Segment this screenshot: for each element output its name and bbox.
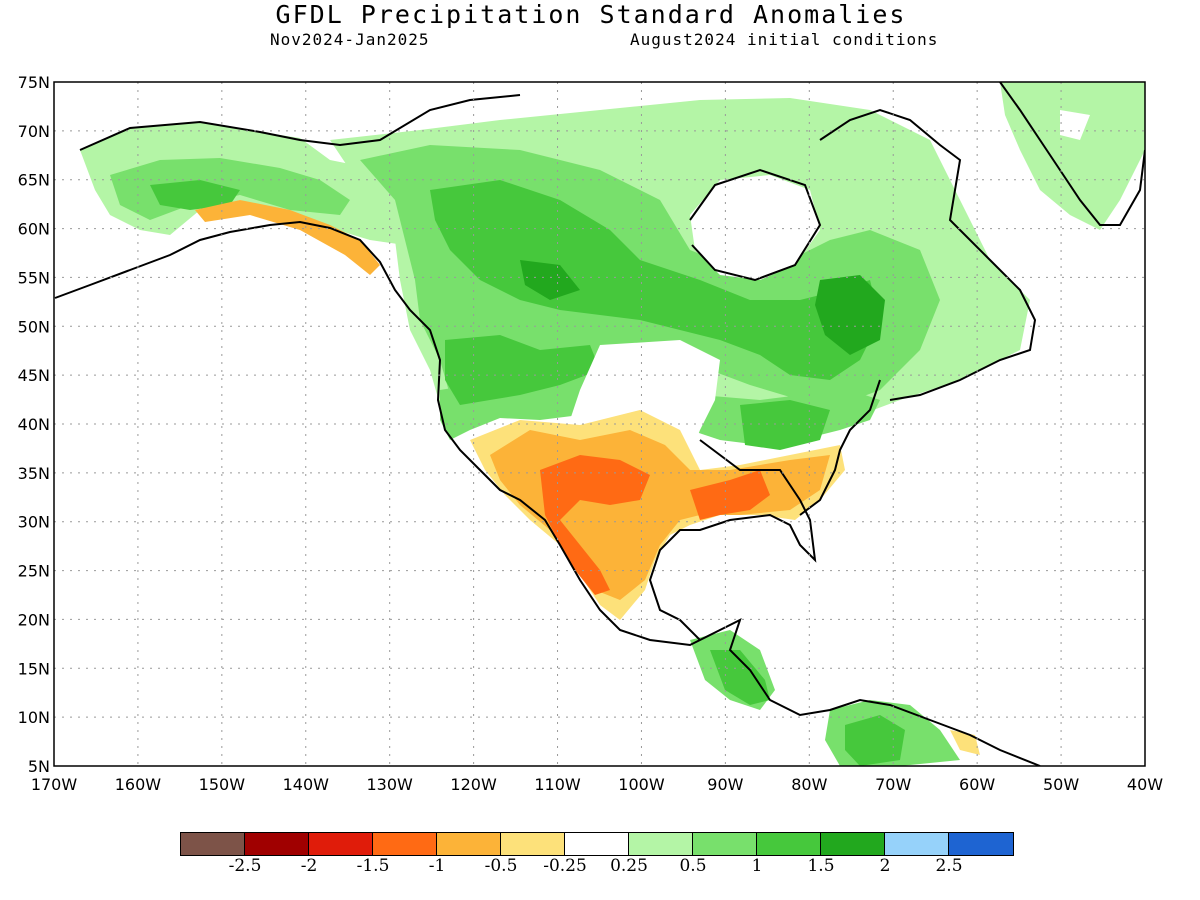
legend-label: 1.5 xyxy=(807,856,835,876)
latitude-labels: 75N 70N 65N 60N 55N 50N 45N 40N 35N 30N 25N 20N 15N 1… xyxy=(18,73,50,776)
lon-tick-label: 80W xyxy=(791,775,827,794)
subtitle-initial-conditions: August2024 initial conditions xyxy=(630,30,939,49)
lat-lon-gridlines xyxy=(54,82,1145,766)
legend-label: 2.5 xyxy=(935,856,963,876)
lat-tick-label: 20N xyxy=(18,610,50,629)
lon-tick-label: 90W xyxy=(707,775,743,794)
legend-labels: -2.5 -2 -1.5 -1 -0.5 -0.25 0.25 0.5 1 1.5 2 2.5 xyxy=(180,856,1020,880)
legend-label: -2.5 xyxy=(228,856,262,876)
chart-title: GFDL Precipitation Standard Anomalies xyxy=(275,0,907,29)
lat-tick-label: 25N xyxy=(18,562,50,581)
lat-tick-label: 15N xyxy=(18,659,50,678)
lat-tick-label: 60N xyxy=(18,220,50,239)
legend-label: 1 xyxy=(751,856,763,876)
color-legend xyxy=(180,832,1014,856)
coastlines xyxy=(54,82,1145,766)
legend-label: -1 xyxy=(428,856,446,876)
legend-color-box xyxy=(309,833,373,855)
lat-tick-label: 35N xyxy=(18,464,50,483)
lon-tick-label: 40W xyxy=(1127,775,1163,794)
lat-tick-label: 45N xyxy=(18,366,50,385)
legend-color-box xyxy=(373,833,437,855)
lon-tick-label: 170W xyxy=(31,775,78,794)
legend-label: -2 xyxy=(300,856,318,876)
legend-label: 2 xyxy=(879,856,891,876)
lat-tick-label: 75N xyxy=(18,73,50,92)
lon-tick-label: 150W xyxy=(199,775,246,794)
legend-color-box xyxy=(245,833,309,855)
legend-color-box xyxy=(501,833,565,855)
lat-tick-label: 10N xyxy=(18,708,50,727)
lat-tick-label: 50N xyxy=(18,317,50,336)
legend-color-box xyxy=(757,833,821,855)
lon-tick-label: 120W xyxy=(450,775,497,794)
legend-label: -0.25 xyxy=(543,856,587,876)
legend-color-box xyxy=(885,833,949,855)
subtitle-period: Nov2024-Jan2025 xyxy=(270,30,430,49)
legend-color-box xyxy=(629,833,693,855)
lon-tick-label: 60W xyxy=(959,775,995,794)
lon-tick-label: 100W xyxy=(618,775,665,794)
plot-frame xyxy=(53,81,1146,767)
legend-color-box xyxy=(949,833,1013,855)
legend-color-box xyxy=(821,833,885,855)
legend-color-box xyxy=(181,833,245,855)
lat-tick-label: 70N xyxy=(18,122,50,141)
lat-tick-label: 40N xyxy=(18,415,50,434)
lat-tick-label: 5N xyxy=(28,757,50,776)
lon-tick-label: 140W xyxy=(283,775,330,794)
legend-label: -1.5 xyxy=(356,856,390,876)
legend-label: 0.5 xyxy=(679,856,707,876)
legend-color-box xyxy=(565,833,629,855)
lon-tick-label: 130W xyxy=(367,775,414,794)
legend-color-box xyxy=(693,833,757,855)
lat-tick-label: 55N xyxy=(18,268,50,287)
legend-color-box xyxy=(437,833,501,855)
lon-tick-label: 50W xyxy=(1043,775,1079,794)
lat-tick-label: 65N xyxy=(18,171,50,190)
longitude-labels: 170W 160W 150W 140W 130W 120W 110W 100W 90W 80W 70… xyxy=(31,775,1163,794)
lat-tick-label: 30N xyxy=(18,513,50,532)
legend-label: 0.25 xyxy=(610,856,648,876)
lon-tick-label: 160W xyxy=(115,775,162,794)
lon-tick-label: 110W xyxy=(534,775,581,794)
legend-label: -0.5 xyxy=(484,856,518,876)
lon-tick-label: 70W xyxy=(875,775,911,794)
